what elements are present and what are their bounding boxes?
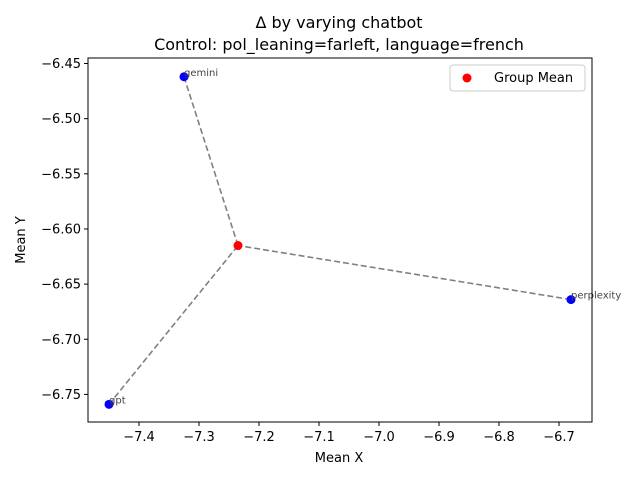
plot-frame — [87, 57, 593, 423]
data-point-gpt — [104, 399, 114, 409]
y-axis-label: Mean Y — [14, 216, 29, 264]
data-point-perplexity — [566, 295, 576, 305]
legend: Group Mean — [449, 64, 586, 92]
group-mean-point — [233, 241, 243, 251]
plot-area: gemini perplexity gpt — [104, 68, 621, 409]
y-tick-label: −6.70 — [41, 333, 81, 348]
x-tick-label: −6.7 — [543, 430, 575, 445]
y-axis: −6.45 −6.50 −6.55 −6.60 −6.65 −6.70 −6.75 — [41, 57, 88, 403]
point-label-gpt: gpt — [109, 395, 126, 406]
point-label-perplexity: perplexity — [571, 291, 621, 302]
legend-box — [449, 64, 586, 92]
y-tick-label: −6.50 — [41, 112, 81, 127]
y-tick-label: −6.65 — [41, 278, 81, 293]
chart-title: Δ by varying chatbot — [255, 13, 422, 32]
x-tick-label: −7.0 — [363, 430, 395, 445]
chart-subtitle: Control: pol_leaning=farleft, language=f… — [154, 35, 524, 55]
x-axis: −7.4 −7.3 −7.2 −7.1 −7.0 −6.9 −6.8 −6.7 — [123, 422, 575, 445]
connector-line — [108, 245, 239, 405]
y-tick-label: −6.55 — [41, 167, 81, 182]
x-tick-label: −7.4 — [123, 430, 155, 445]
y-tick-label: −6.45 — [41, 57, 81, 72]
x-tick-label: −7.2 — [243, 430, 275, 445]
y-tick-label: −6.60 — [41, 222, 81, 237]
data-point-gemini — [179, 72, 189, 82]
point-label-gemini: gemini — [184, 68, 218, 79]
x-tick-label: −6.9 — [423, 430, 455, 445]
y-tick-label: −6.75 — [41, 388, 81, 403]
connector-line — [183, 76, 239, 246]
connector-line — [237, 244, 572, 301]
x-tick-label: −7.1 — [303, 430, 335, 445]
x-tick-label: −6.8 — [483, 430, 515, 445]
legend-marker-group-mean — [462, 73, 472, 83]
x-tick-label: −7.3 — [183, 430, 215, 445]
x-axis-label: Mean X — [315, 451, 364, 466]
legend-label-group-mean: Group Mean — [494, 71, 573, 86]
